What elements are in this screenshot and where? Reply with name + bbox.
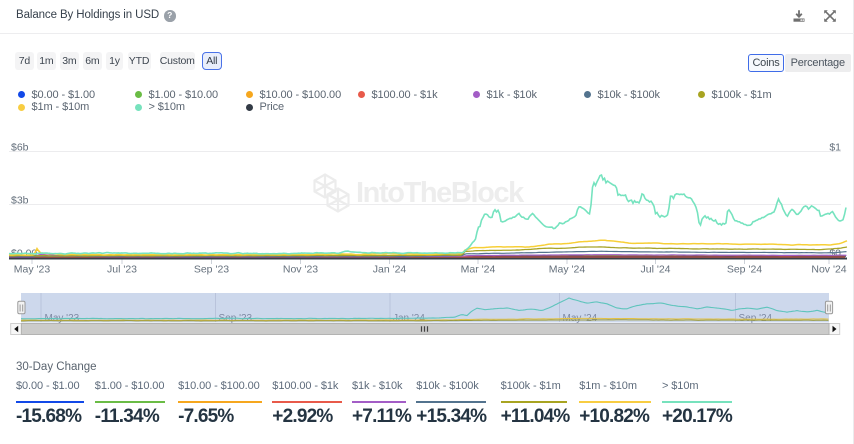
svg-text:Jul '23: Jul '23 [107,264,137,276]
svg-text:May '23: May '23 [14,264,51,276]
svg-text:$1: $1 [829,142,841,154]
svg-text:Mar '24: Mar '24 [461,264,496,276]
svg-text:$3b: $3b [11,195,29,207]
svg-text:Sep '23: Sep '23 [194,264,229,276]
svg-text:Nov '23: Nov '23 [283,264,318,276]
svg-text:Jul '24: Jul '24 [640,264,670,276]
svg-text:May '24: May '24 [549,264,586,276]
svg-text:Sep '24: Sep '24 [727,264,762,276]
svg-text:Jan '24: Jan '24 [373,264,407,276]
svg-text:Sep '24: Sep '24 [739,313,773,324]
svg-text:Nov '24: Nov '24 [811,264,846,276]
svg-text:$6b: $6b [11,142,29,154]
svg-text:$0: $0 [829,247,841,259]
